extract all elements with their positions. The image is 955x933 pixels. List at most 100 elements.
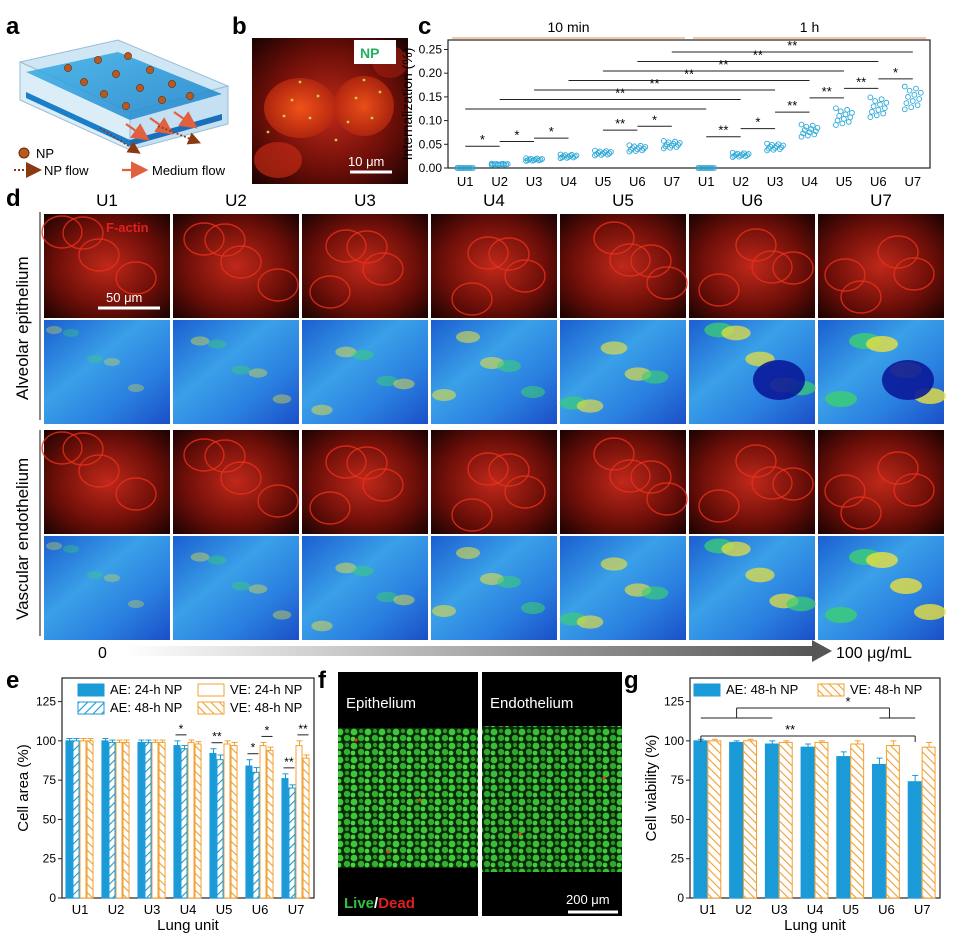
- c-data-point: [698, 165, 705, 171]
- micrograph-tile: [44, 320, 170, 424]
- c-data-point: [847, 114, 854, 121]
- micrograph-tile: [173, 536, 299, 640]
- heatmap-hotspot: [272, 610, 292, 620]
- panel-g-bar: [778, 741, 793, 899]
- cell-outline: [698, 273, 740, 307]
- c-data-point: [901, 83, 908, 90]
- panel-e-bar: [158, 741, 166, 899]
- c-data-point: [764, 140, 770, 147]
- np-flow-legend-label: NP flow: [44, 163, 89, 178]
- c-x-tick-label: U1: [457, 174, 474, 189]
- heatmap-hotspot: [393, 594, 415, 606]
- vascular-endothelium-label: Vascular endothelium: [13, 458, 32, 620]
- cell-outline: [183, 438, 225, 472]
- cell-outline: [772, 467, 814, 501]
- panel-g-legend-swatch: [817, 683, 845, 697]
- heatmap-hotspot: [207, 339, 227, 349]
- column-header-u3: U3: [354, 191, 376, 210]
- panel-letter-g: g: [624, 667, 639, 694]
- endothelium-label: Endothelium: [490, 695, 573, 712]
- c-data-point: [806, 129, 813, 136]
- c-data-point: [695, 165, 702, 171]
- panel-letter-c: c: [418, 13, 431, 40]
- c-data-point: [696, 165, 703, 171]
- cell-outline: [62, 216, 104, 250]
- column-header-u5: U5: [612, 191, 634, 210]
- heatmap-hotspot: [46, 542, 62, 550]
- e-significance-mark: *: [265, 723, 270, 737]
- c-data-point: [911, 91, 918, 98]
- panel-letter-a: a: [6, 13, 20, 40]
- cell-outline: [115, 477, 157, 511]
- np-label: NP: [360, 45, 379, 61]
- cell-outline: [593, 221, 635, 255]
- panel-g-bar: [907, 781, 922, 899]
- heatmap-hotspot: [600, 557, 628, 571]
- c-data-point: [488, 160, 495, 167]
- internalization-scatter: 0.00 0.05 0.10 0.15 0.20 0.25 Internalization …: [399, 19, 931, 189]
- c-data-point: [878, 96, 885, 103]
- c-x-tick-label: U6: [870, 174, 887, 189]
- panel-e-bar: [252, 771, 260, 899]
- heatmap-void: [753, 360, 805, 400]
- np-legend-dot: [18, 147, 30, 159]
- panel-g-bar: [921, 746, 936, 899]
- c-significance-mark: *: [755, 115, 760, 130]
- c-y-tick-label: 0.25: [419, 42, 443, 56]
- micrograph-tile: [302, 214, 428, 318]
- panel-letter-e: e: [6, 667, 19, 694]
- c-data-point: [867, 94, 874, 101]
- c-data-point: [875, 107, 882, 113]
- cell-outline: [735, 228, 777, 262]
- cell-outline: [220, 245, 262, 279]
- column-header-u2: U2: [225, 191, 247, 210]
- cell-outline: [467, 452, 509, 486]
- panel-e-bar: [180, 748, 188, 899]
- cell-area-chart: 0 25 50 75 100 125 Cell area (%) Lung unit U1 U2 U…: [15, 677, 315, 933]
- heatmap-hotspot: [190, 336, 210, 346]
- panel-e-x-tick-label: U3: [144, 902, 161, 917]
- c-data-point: [916, 96, 923, 102]
- c-data-point: [801, 127, 808, 133]
- heatmap-hotspot: [335, 346, 357, 358]
- panel-e-x-tick-label: U4: [180, 902, 197, 917]
- cell-outline: [41, 215, 83, 249]
- heatmap-hotspot: [104, 358, 120, 366]
- c-data-point: [672, 138, 678, 145]
- heatmap-hotspot: [456, 547, 480, 559]
- heatmap-hotspot: [376, 375, 398, 387]
- panel-g-x-tick-label: U1: [700, 902, 717, 917]
- c-data-point: [626, 142, 633, 149]
- live-dead-images: [338, 672, 622, 916]
- heatmap-hotspot: [104, 574, 120, 582]
- c-data-point: [800, 130, 806, 137]
- c-data-point: [909, 98, 916, 104]
- micrograph-tile: [560, 214, 686, 318]
- cell-outline: [325, 445, 367, 479]
- c-data-point: [811, 131, 818, 138]
- c-significance-mark: *: [549, 124, 554, 139]
- c-data-point: [836, 113, 842, 119]
- cell-outline: [362, 468, 404, 502]
- panel-e-bar: [230, 745, 238, 899]
- c-data-point: [881, 105, 888, 112]
- c-data-point: [499, 160, 506, 167]
- c-data-point: [903, 100, 910, 106]
- c-y-tick-label: 0.00: [419, 161, 443, 175]
- c-significance-mark: **: [822, 84, 832, 99]
- live-dead-label: Live/Dead: [344, 895, 415, 912]
- concentration-end-label: 100 μg/mL: [836, 645, 912, 662]
- c-significance-mark: **: [787, 38, 797, 53]
- c-data-point: [523, 155, 529, 162]
- panel-g-bar: [743, 740, 757, 899]
- cell-outline: [877, 235, 919, 269]
- heatmap-hotspot: [352, 565, 374, 577]
- c-data-point: [603, 148, 609, 154]
- heatmap-hotspot: [231, 365, 251, 375]
- micrograph-grid: [41, 214, 946, 640]
- c-significance-mark: **: [856, 74, 866, 89]
- cell-outline: [362, 252, 404, 286]
- panel-g-x-tick-label: U6: [878, 902, 895, 917]
- panel-e-x-axis-label: Lung unit: [157, 917, 220, 933]
- cell-outline: [115, 261, 157, 295]
